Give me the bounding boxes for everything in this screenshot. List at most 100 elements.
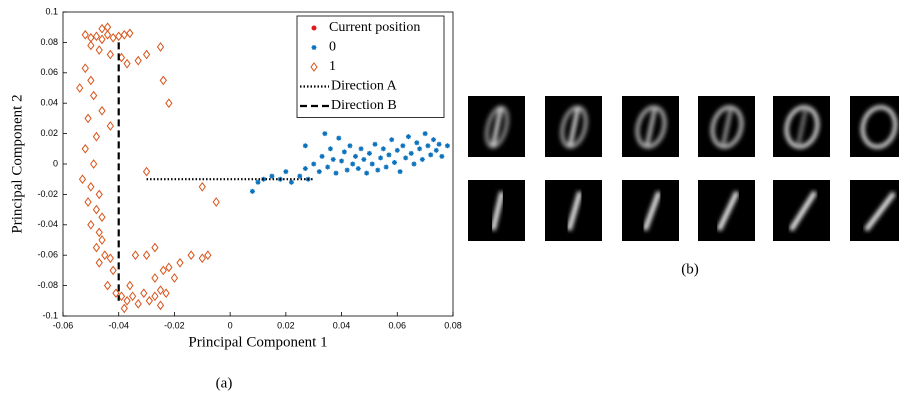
point xyxy=(414,140,419,145)
point xyxy=(434,148,439,153)
point xyxy=(88,183,94,191)
legend-swatch xyxy=(312,45,317,50)
point xyxy=(261,177,266,182)
point xyxy=(400,143,405,148)
point xyxy=(325,165,330,170)
point xyxy=(152,244,158,252)
point xyxy=(99,213,105,221)
point xyxy=(93,244,99,252)
point xyxy=(177,259,183,267)
point xyxy=(144,168,150,176)
point xyxy=(127,282,133,290)
point xyxy=(409,151,414,156)
point xyxy=(412,162,417,167)
point xyxy=(347,143,352,148)
x-tick-label: -0.06 xyxy=(53,320,74,330)
x-tick-label: -0.02 xyxy=(164,320,185,330)
point xyxy=(381,146,386,151)
point xyxy=(331,157,336,162)
point xyxy=(320,154,325,159)
point xyxy=(328,146,333,151)
point xyxy=(353,154,358,159)
point xyxy=(110,34,116,42)
legend-label: Direction B xyxy=(331,98,397,113)
point xyxy=(375,168,380,173)
point xyxy=(85,114,91,122)
digit-images xyxy=(468,96,899,241)
point xyxy=(359,146,364,151)
point xyxy=(389,137,394,142)
point xyxy=(311,162,316,167)
point xyxy=(152,274,158,282)
point xyxy=(250,189,255,194)
x-tick-label: 0.02 xyxy=(277,320,295,330)
point xyxy=(107,51,113,59)
legend-label: Current position xyxy=(329,20,420,35)
point xyxy=(127,29,133,37)
point xyxy=(431,137,436,142)
y-tick-label: -0.04 xyxy=(37,219,58,229)
point xyxy=(116,32,122,40)
point xyxy=(403,155,408,160)
point xyxy=(303,166,308,171)
point xyxy=(99,35,105,43)
point xyxy=(158,43,164,51)
point xyxy=(406,134,411,139)
point xyxy=(96,190,102,198)
point xyxy=(428,152,433,157)
y-tick-label: -0.1 xyxy=(42,310,58,320)
point xyxy=(425,143,430,148)
point xyxy=(93,32,99,40)
point xyxy=(96,259,102,267)
point xyxy=(158,301,164,309)
caption-a: (a) xyxy=(216,375,233,391)
y-tick-label: 0.04 xyxy=(40,98,58,108)
point xyxy=(91,160,97,168)
point xyxy=(205,251,211,259)
point xyxy=(339,158,344,163)
point xyxy=(188,251,194,259)
point xyxy=(395,148,400,153)
point xyxy=(364,171,369,176)
point xyxy=(398,169,403,174)
x-tick-label: 0.06 xyxy=(389,320,407,330)
point xyxy=(85,198,91,206)
y-tick-label: 0.06 xyxy=(40,67,58,77)
point xyxy=(82,145,88,153)
x-tick-label: 0 xyxy=(228,320,233,330)
point xyxy=(163,289,169,297)
point xyxy=(135,57,141,65)
point xyxy=(160,266,166,274)
point xyxy=(99,25,105,33)
point xyxy=(269,174,274,179)
point xyxy=(367,151,372,156)
x-tick-label: 0.08 xyxy=(444,320,462,330)
point xyxy=(82,64,88,72)
point xyxy=(199,183,205,191)
point xyxy=(289,180,294,185)
point xyxy=(283,169,288,174)
point xyxy=(99,107,105,115)
y-tick-label: 0.1 xyxy=(45,6,58,16)
point xyxy=(370,162,375,167)
point xyxy=(132,251,138,259)
legend-swatch xyxy=(312,26,317,31)
y-tick-label: -0.06 xyxy=(37,250,58,260)
point xyxy=(336,136,341,141)
legend-label: 0 xyxy=(329,40,336,55)
y-tick-label: 0.02 xyxy=(40,128,58,138)
y-tick-label: -0.08 xyxy=(37,280,58,290)
point xyxy=(144,251,150,259)
y-tick-label: 0.08 xyxy=(40,37,58,47)
legend-label: Direction A xyxy=(331,79,398,94)
point xyxy=(158,286,164,294)
point xyxy=(166,99,172,107)
point xyxy=(342,149,347,154)
point xyxy=(82,31,88,39)
point xyxy=(256,180,261,185)
legend-label: 1 xyxy=(329,59,336,74)
point xyxy=(420,157,425,162)
y-tick-label: 0 xyxy=(53,158,58,168)
point xyxy=(130,292,136,300)
point xyxy=(213,198,219,206)
